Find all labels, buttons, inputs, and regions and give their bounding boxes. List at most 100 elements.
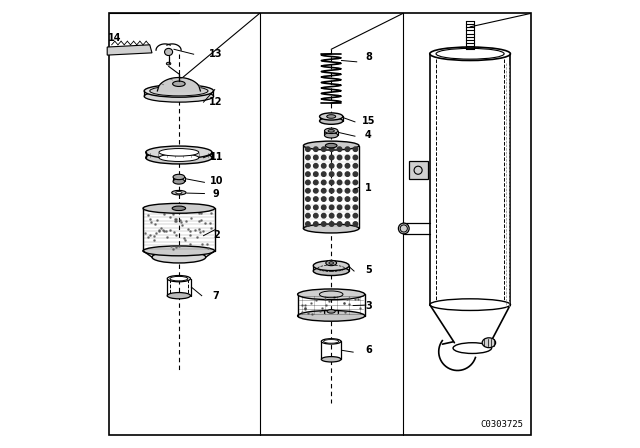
Ellipse shape xyxy=(324,340,339,343)
Ellipse shape xyxy=(325,143,337,148)
Ellipse shape xyxy=(167,276,191,282)
Ellipse shape xyxy=(176,192,182,194)
Ellipse shape xyxy=(144,90,214,102)
Circle shape xyxy=(330,205,334,210)
Circle shape xyxy=(330,147,334,151)
Circle shape xyxy=(314,205,318,210)
Ellipse shape xyxy=(173,179,185,184)
Ellipse shape xyxy=(152,251,206,263)
Circle shape xyxy=(337,205,342,210)
Ellipse shape xyxy=(321,339,341,344)
Circle shape xyxy=(345,189,349,193)
Text: 2: 2 xyxy=(214,230,220,240)
Circle shape xyxy=(306,189,310,193)
Ellipse shape xyxy=(324,128,338,134)
Circle shape xyxy=(321,197,326,201)
Circle shape xyxy=(314,180,318,185)
Circle shape xyxy=(353,164,358,168)
Circle shape xyxy=(321,213,326,218)
Ellipse shape xyxy=(173,81,185,86)
Circle shape xyxy=(314,213,318,218)
Circle shape xyxy=(314,172,318,177)
Circle shape xyxy=(330,189,334,193)
Circle shape xyxy=(314,189,318,193)
Ellipse shape xyxy=(164,48,173,56)
Ellipse shape xyxy=(303,141,359,150)
Circle shape xyxy=(321,155,326,160)
Ellipse shape xyxy=(143,246,215,256)
Circle shape xyxy=(321,222,326,226)
Circle shape xyxy=(314,197,318,201)
Circle shape xyxy=(337,213,342,218)
Circle shape xyxy=(306,164,310,168)
Circle shape xyxy=(337,197,342,201)
Ellipse shape xyxy=(398,223,409,234)
Text: 6: 6 xyxy=(365,345,372,355)
Ellipse shape xyxy=(298,289,365,300)
Text: 10: 10 xyxy=(210,177,224,186)
Text: 1: 1 xyxy=(365,183,372,193)
Circle shape xyxy=(345,172,349,177)
Circle shape xyxy=(314,222,318,226)
Circle shape xyxy=(314,164,318,168)
Circle shape xyxy=(306,147,310,151)
Circle shape xyxy=(337,189,342,193)
Circle shape xyxy=(314,155,318,160)
Circle shape xyxy=(330,197,334,201)
Circle shape xyxy=(337,172,342,177)
Ellipse shape xyxy=(303,224,359,233)
Circle shape xyxy=(337,155,342,160)
Text: 8: 8 xyxy=(365,52,372,62)
Ellipse shape xyxy=(143,203,215,213)
Circle shape xyxy=(353,197,358,201)
Ellipse shape xyxy=(166,62,171,65)
Circle shape xyxy=(314,147,318,151)
Circle shape xyxy=(345,205,349,210)
Ellipse shape xyxy=(144,85,214,97)
Circle shape xyxy=(306,172,310,177)
Circle shape xyxy=(306,205,310,210)
Circle shape xyxy=(353,222,358,226)
Ellipse shape xyxy=(146,151,212,164)
Ellipse shape xyxy=(326,260,337,266)
Circle shape xyxy=(337,222,342,226)
Circle shape xyxy=(337,180,342,185)
Circle shape xyxy=(353,155,358,160)
Bar xyxy=(409,161,428,179)
Ellipse shape xyxy=(436,48,504,59)
Circle shape xyxy=(330,155,334,160)
Circle shape xyxy=(306,180,310,185)
Ellipse shape xyxy=(329,262,333,264)
Circle shape xyxy=(321,147,326,151)
Ellipse shape xyxy=(298,310,365,321)
Circle shape xyxy=(353,172,358,177)
Circle shape xyxy=(337,147,342,151)
Circle shape xyxy=(321,189,326,193)
Ellipse shape xyxy=(321,357,341,362)
Ellipse shape xyxy=(430,299,511,310)
Circle shape xyxy=(337,164,342,168)
Circle shape xyxy=(330,222,334,226)
Text: 14: 14 xyxy=(108,33,122,43)
Circle shape xyxy=(353,213,358,218)
Text: 3: 3 xyxy=(365,301,372,310)
Text: 12: 12 xyxy=(209,97,223,107)
Text: 11: 11 xyxy=(210,152,224,162)
Circle shape xyxy=(345,164,349,168)
Ellipse shape xyxy=(319,113,343,120)
Text: 7: 7 xyxy=(212,291,220,301)
Ellipse shape xyxy=(172,190,186,195)
Circle shape xyxy=(306,197,310,201)
Circle shape xyxy=(321,180,326,185)
Ellipse shape xyxy=(482,338,495,348)
Ellipse shape xyxy=(328,129,334,132)
Ellipse shape xyxy=(146,146,212,159)
Ellipse shape xyxy=(327,310,335,313)
Ellipse shape xyxy=(319,118,343,125)
Ellipse shape xyxy=(170,276,188,281)
Circle shape xyxy=(345,222,349,226)
Circle shape xyxy=(321,172,326,177)
Circle shape xyxy=(345,180,349,185)
Polygon shape xyxy=(108,45,152,55)
Circle shape xyxy=(306,213,310,218)
